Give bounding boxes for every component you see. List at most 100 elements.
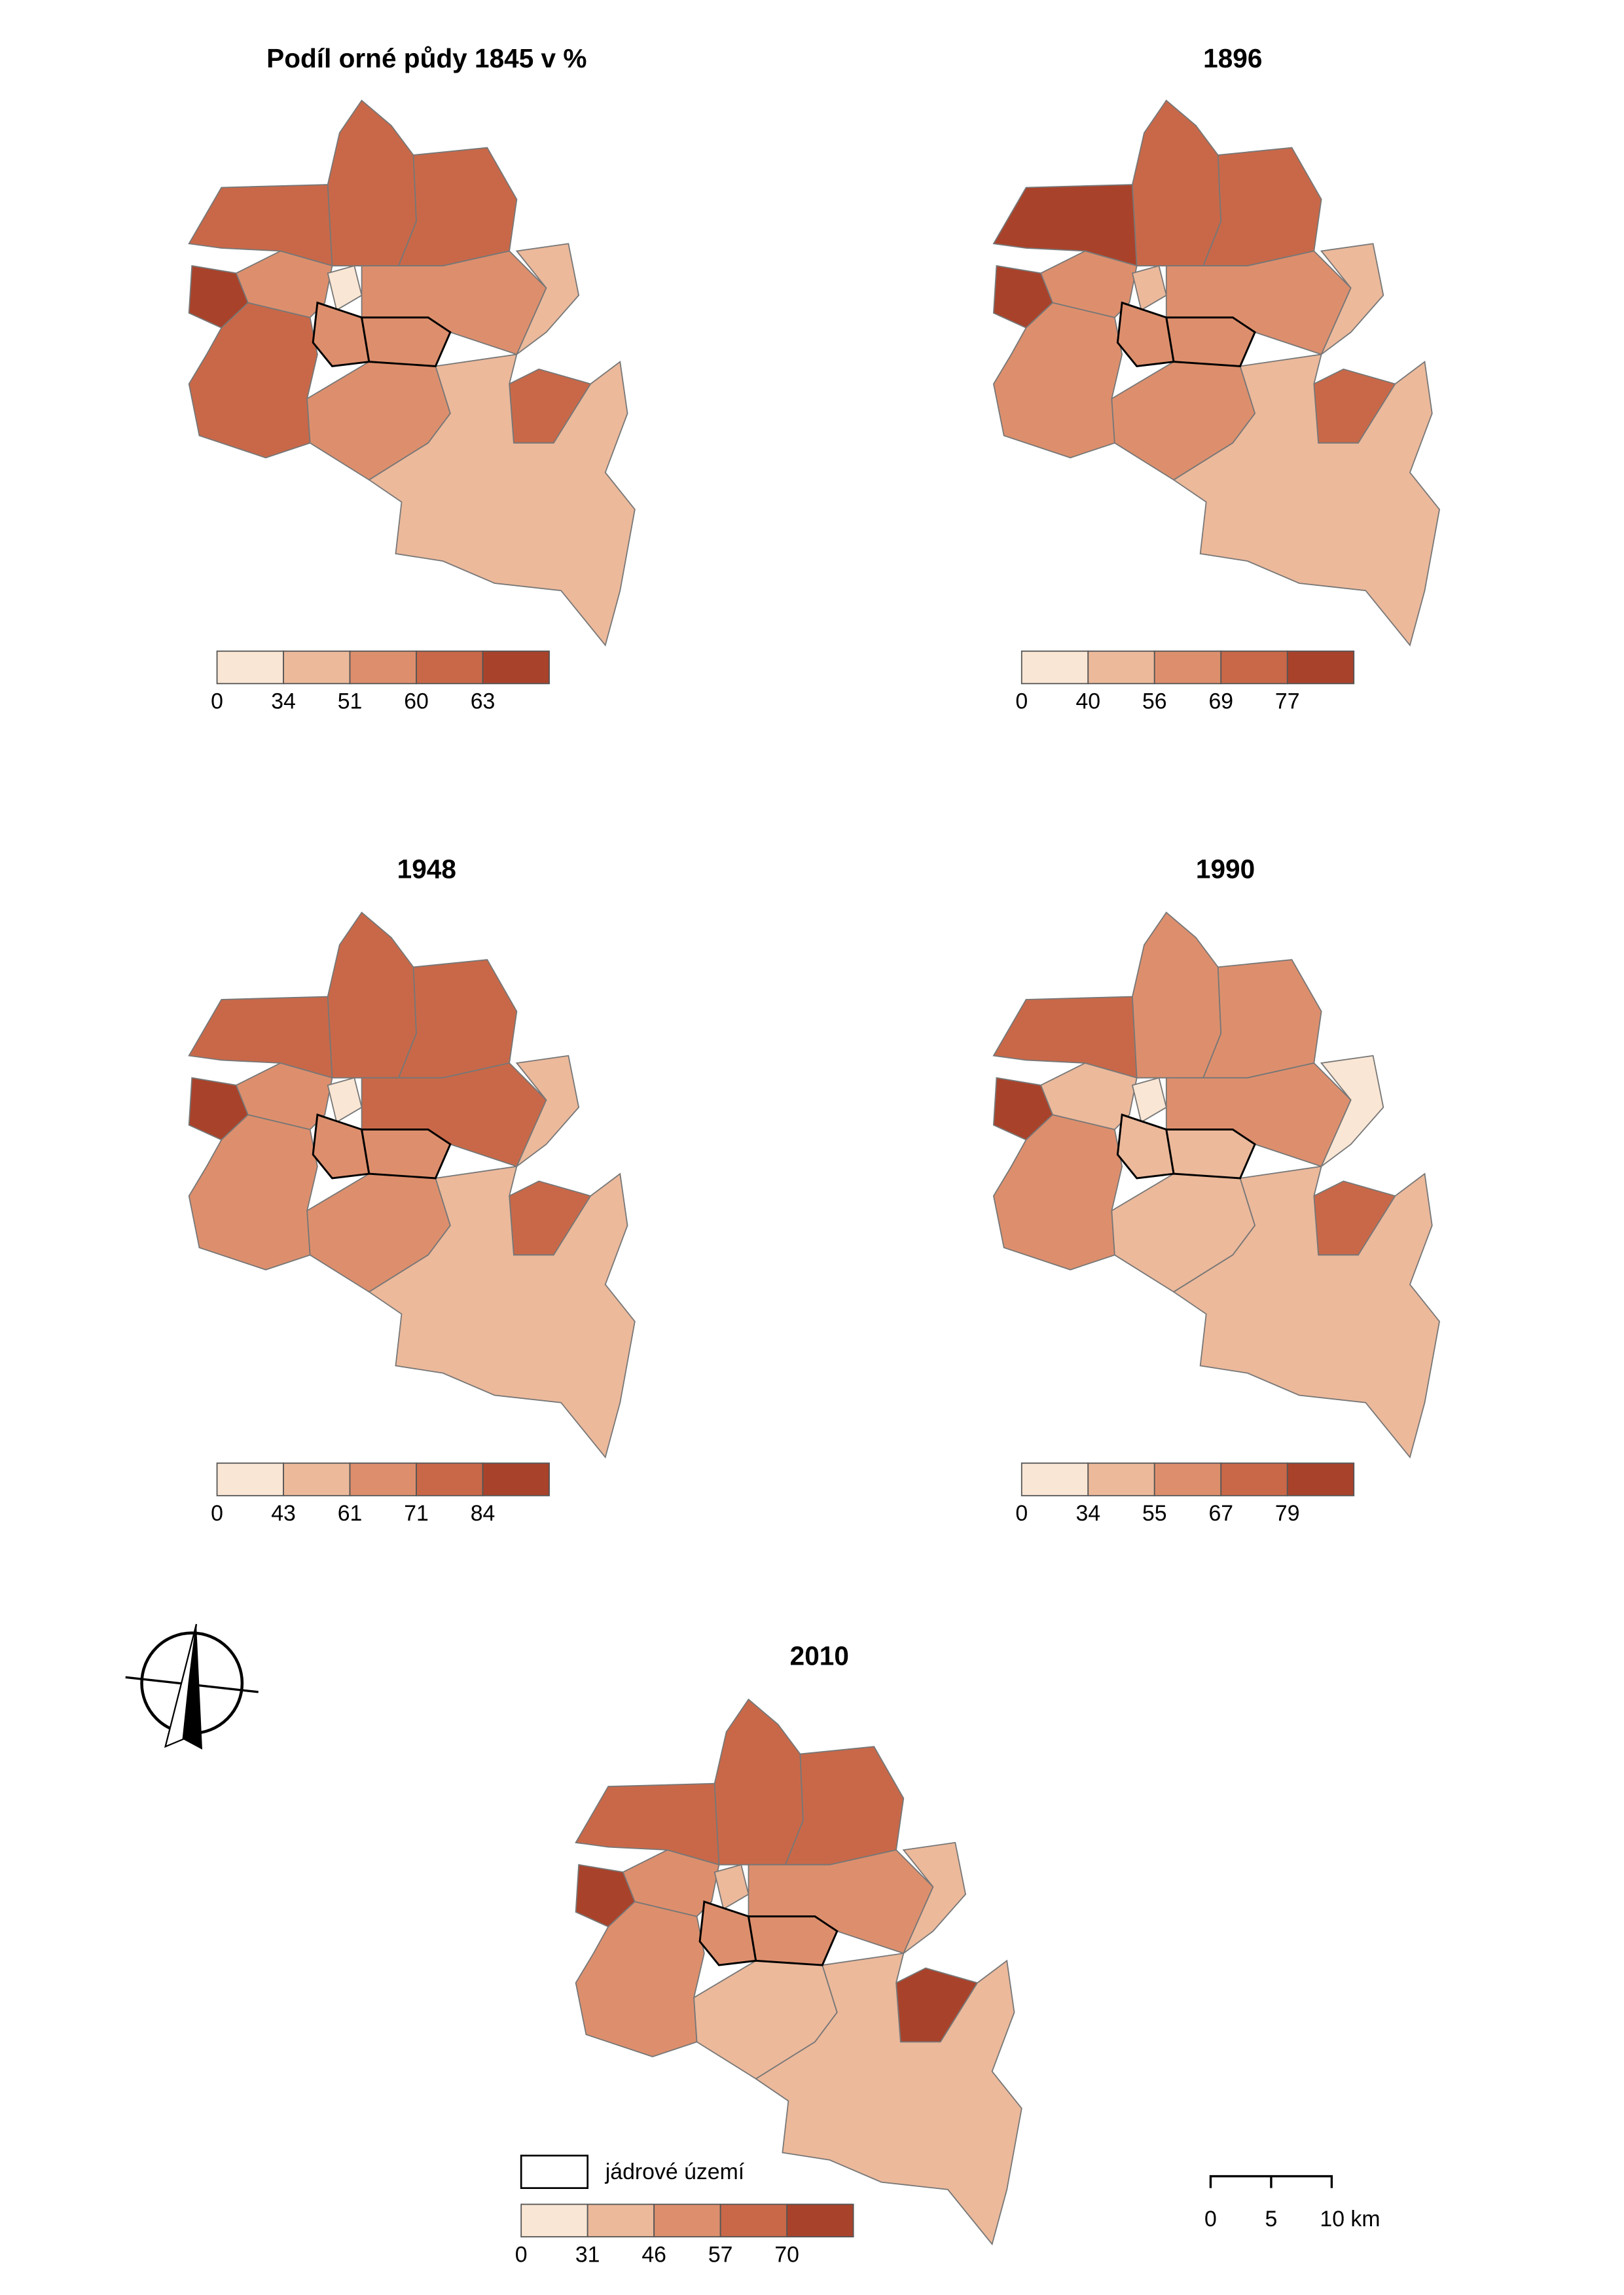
legend-swatch bbox=[1087, 1462, 1155, 1496]
municipality bbox=[713, 1698, 804, 1866]
municipality bbox=[368, 1165, 636, 1459]
municipality bbox=[188, 1113, 318, 1271]
legend-swatch bbox=[520, 2203, 588, 2237]
legend-label: 84 bbox=[471, 1501, 496, 1526]
map-title: 1896 bbox=[1203, 43, 1262, 73]
municipality bbox=[1202, 959, 1322, 1079]
legend-swatch bbox=[416, 650, 484, 685]
legend-swatch bbox=[653, 2203, 721, 2237]
municipality bbox=[327, 264, 363, 312]
legend-label: 40 bbox=[1075, 689, 1100, 714]
map bbox=[188, 99, 636, 647]
legend-swatch bbox=[482, 1462, 550, 1496]
legend-label: 57 bbox=[708, 2242, 733, 2267]
legend-label: 34 bbox=[271, 689, 296, 714]
scale-label: 5 bbox=[1265, 2207, 1278, 2232]
core-municipality bbox=[747, 1915, 839, 1966]
north-arrow bbox=[125, 1623, 259, 1750]
legend-label: 69 bbox=[1208, 689, 1233, 714]
core-municipality bbox=[1165, 316, 1256, 367]
municipality bbox=[622, 1849, 720, 1917]
map bbox=[992, 911, 1441, 1459]
map bbox=[188, 911, 636, 1459]
municipality bbox=[992, 184, 1138, 267]
legend-label: 70 bbox=[774, 2242, 799, 2267]
map bbox=[575, 1698, 1022, 2246]
legend-label: 61 bbox=[338, 1501, 363, 1526]
municipality bbox=[755, 1952, 1022, 2246]
municipality bbox=[397, 147, 518, 266]
legend-swatch bbox=[1087, 650, 1155, 685]
legend-swatch bbox=[1286, 1462, 1355, 1496]
map-title: 2010 bbox=[790, 1641, 849, 1671]
municipality bbox=[327, 911, 417, 1079]
core-municipality bbox=[1116, 301, 1175, 367]
legend-label: 0 bbox=[211, 1501, 223, 1526]
core-municipality bbox=[312, 301, 370, 367]
legend-swatch bbox=[1220, 1462, 1288, 1496]
legend-swatch bbox=[1153, 650, 1222, 685]
municipality bbox=[575, 1782, 720, 1866]
legend-swatch bbox=[216, 1462, 284, 1496]
municipality bbox=[992, 996, 1138, 1079]
core-municipality bbox=[1116, 1113, 1175, 1180]
legend-label: 77 bbox=[1275, 689, 1300, 714]
legend-swatch bbox=[349, 1462, 417, 1496]
core-municipality bbox=[360, 1129, 452, 1180]
municipality bbox=[188, 302, 318, 459]
legend-swatch bbox=[1220, 650, 1288, 685]
municipality bbox=[1131, 1077, 1167, 1123]
legend-label: 51 bbox=[338, 689, 363, 714]
municipality bbox=[1202, 147, 1322, 266]
municipality bbox=[1165, 250, 1352, 355]
core-municipality bbox=[360, 316, 452, 367]
legend-label: 0 bbox=[211, 689, 223, 714]
legend-swatch bbox=[216, 650, 284, 685]
legend-label: 0 bbox=[515, 2242, 528, 2267]
legend-swatch bbox=[586, 2203, 655, 2237]
municipality bbox=[397, 959, 518, 1079]
core-legend-box bbox=[520, 2154, 589, 2189]
scale-bar bbox=[1209, 2175, 1333, 2188]
municipality bbox=[748, 1849, 934, 1955]
municipality bbox=[368, 353, 636, 647]
core-legend-label: jádrové území bbox=[605, 2159, 745, 2184]
municipality bbox=[713, 1864, 749, 1910]
legend-swatch bbox=[719, 2203, 788, 2237]
legend-label: 0 bbox=[1015, 689, 1028, 714]
scale-label: 0 bbox=[1204, 2207, 1217, 2232]
legend-swatch bbox=[349, 650, 417, 685]
municipality bbox=[1132, 911, 1222, 1079]
legend-label: 34 bbox=[1075, 1501, 1100, 1526]
municipality bbox=[188, 996, 333, 1079]
legend-swatch bbox=[1020, 1462, 1089, 1496]
core-municipality bbox=[698, 1900, 757, 1966]
legend-swatch bbox=[1020, 650, 1089, 685]
legend-label: 55 bbox=[1142, 1501, 1167, 1526]
municipality bbox=[1131, 264, 1167, 312]
legend-swatch bbox=[1286, 650, 1355, 685]
municipality bbox=[327, 1077, 363, 1123]
legend-label: 46 bbox=[641, 2242, 666, 2267]
municipality bbox=[361, 1062, 547, 1167]
municipality bbox=[575, 1901, 705, 2057]
municipality bbox=[515, 243, 580, 357]
legend-label: 31 bbox=[575, 2242, 600, 2267]
municipality bbox=[902, 1841, 967, 1955]
municipality bbox=[992, 302, 1123, 459]
map-title: 1990 bbox=[1196, 854, 1255, 884]
municipality bbox=[992, 1113, 1123, 1271]
legend-label: 79 bbox=[1275, 1501, 1300, 1526]
municipality bbox=[1132, 99, 1222, 266]
legend-swatch bbox=[416, 1462, 484, 1496]
municipality bbox=[1039, 1062, 1138, 1130]
municipality bbox=[1172, 1165, 1441, 1459]
municipality bbox=[235, 250, 333, 318]
legend-swatch bbox=[283, 650, 351, 685]
municipality bbox=[1039, 250, 1138, 318]
core-municipality bbox=[312, 1113, 370, 1180]
legend-label: 0 bbox=[1015, 1501, 1028, 1526]
municipality bbox=[1165, 1062, 1352, 1167]
legend-label: 71 bbox=[404, 1501, 429, 1526]
